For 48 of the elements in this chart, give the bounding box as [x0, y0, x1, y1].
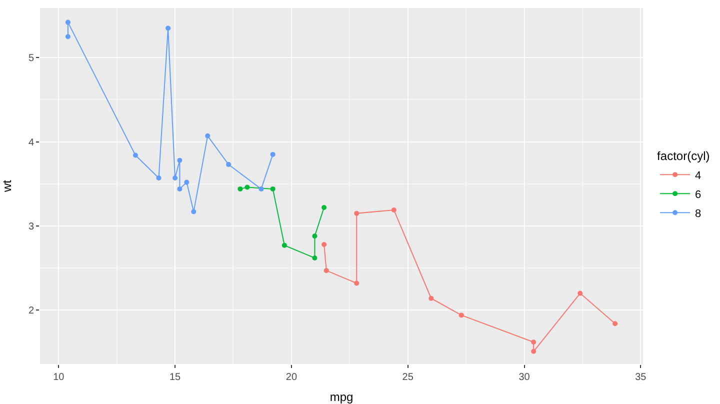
point [531, 340, 536, 345]
point [324, 268, 329, 274]
point [177, 158, 182, 163]
point [322, 242, 327, 247]
x-tick-label: 25 [402, 372, 414, 383]
point [354, 280, 360, 286]
point [191, 209, 196, 214]
x-tick-label: 35 [635, 372, 647, 383]
point [156, 176, 162, 180]
x-axis-title: mpg [330, 390, 354, 404]
point [322, 204, 327, 210]
legend-title: factor(cyl) [657, 149, 710, 164]
point [166, 26, 171, 31]
point [184, 180, 190, 185]
x-tick-label: 30 [518, 372, 530, 383]
point [258, 186, 264, 192]
legend-label: 4 [695, 170, 702, 182]
point [354, 210, 360, 216]
x-tick-label: 20 [286, 372, 298, 383]
y-tick-label: 4 [28, 137, 34, 148]
x-tick-label: 15 [169, 372, 182, 383]
point [244, 184, 250, 190]
y-tick-label: 3 [28, 221, 34, 232]
point [391, 207, 396, 212]
legend-label: 6 [695, 188, 702, 201]
point [238, 186, 243, 192]
point [177, 186, 182, 192]
point [531, 348, 536, 354]
point [226, 162, 232, 168]
y-axis-title: wt [0, 179, 14, 193]
point [578, 290, 583, 296]
point [65, 20, 70, 25]
point [612, 321, 618, 326]
point [270, 152, 276, 157]
point [65, 34, 70, 40]
point [428, 296, 434, 301]
point [205, 133, 210, 138]
y-tick-label: 5 [28, 53, 34, 64]
point [312, 255, 318, 260]
x-tick-label: 10 [53, 372, 65, 383]
point [458, 312, 464, 318]
y-tick-label: 2 [28, 306, 34, 317]
point [270, 186, 276, 192]
point [312, 234, 318, 239]
point [282, 242, 287, 248]
point [172, 176, 178, 180]
legend-label: 8 [695, 208, 702, 220]
point [132, 152, 138, 158]
